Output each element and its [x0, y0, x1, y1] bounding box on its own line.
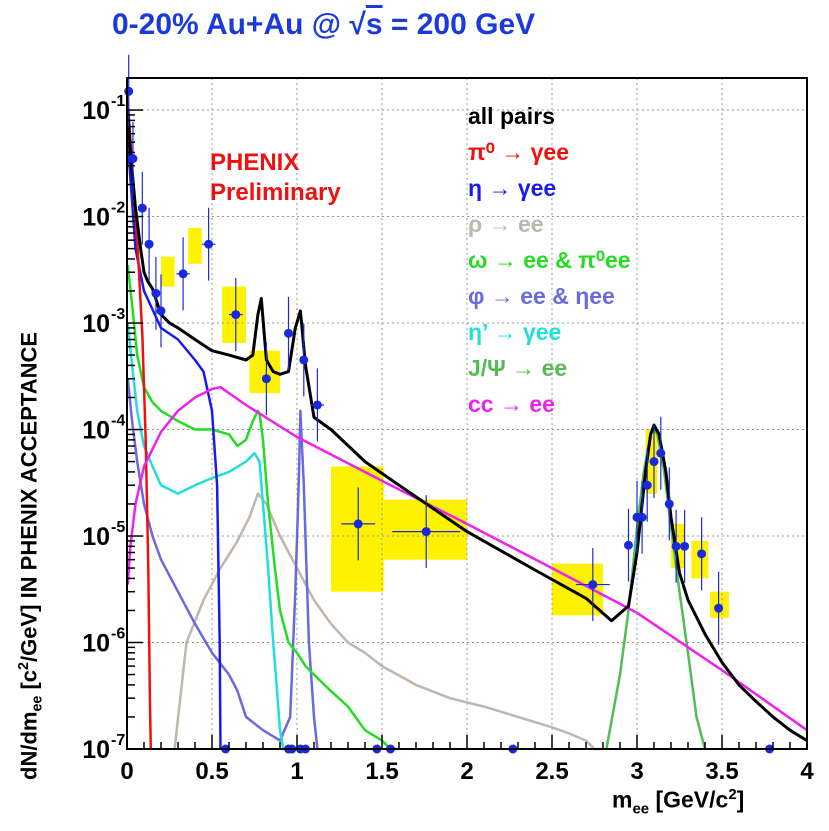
data-point-20: [649, 425, 659, 499]
y-tick-base: 10: [82, 417, 110, 445]
y-tick-base: 10: [82, 204, 110, 232]
x-axis-label: mee [GeV/c2]: [612, 786, 744, 817]
data-point-0: [124, 54, 134, 128]
legend-item-etaprime: η’ → γee: [468, 319, 562, 345]
y-tick-label-2: 10 -5: [82, 519, 125, 551]
legend-item-all: all pairs: [468, 103, 555, 129]
legend-item-eta: η → γee: [468, 175, 557, 201]
x-tick-label-0: 0: [120, 758, 133, 785]
data-point-19: [642, 448, 652, 522]
y-tick-base: 10: [82, 630, 110, 658]
y-tick-exp: -2: [111, 200, 125, 217]
y-tick-label-1: 10 -6: [82, 626, 125, 658]
y-tick-label-5: 10 -2: [82, 200, 125, 232]
y-tick-labels: 10-710-610-510-410-310-210-1: [82, 93, 125, 764]
data-point-3: [144, 207, 154, 281]
x-tick-labels: 0 0.5 1 1.5 2 2.5 3 3.5 4: [120, 758, 814, 785]
syst-box-4: [331, 466, 384, 592]
data-point-5: [156, 274, 166, 348]
data-point-2: [137, 171, 147, 245]
ylabel-sup: 2: [16, 662, 32, 670]
xlabel-rest1: [GeV/c: [649, 786, 729, 813]
data-point-12: [310, 368, 325, 442]
y-tick-label-6: 10 -1: [82, 93, 125, 125]
data-point-26: [714, 571, 724, 645]
y-tick-exp: -4: [111, 413, 125, 430]
syst-box-9: [691, 540, 709, 579]
legend: all pairs π⁰ → γee η → γee ρ → ee ω → ee & π…: [468, 98, 808, 422]
title-prefix: 0-20% Au+Au @: [112, 8, 350, 41]
data-point-7: [201, 207, 216, 281]
y-tick-exp: -7: [111, 732, 125, 749]
ylabel-rest1: [c: [16, 669, 42, 696]
x-tick-label-5: 2.5: [535, 758, 568, 785]
data-point-18: [637, 480, 647, 554]
y-tick-exp: -1: [111, 93, 125, 110]
x-tick-label-3: 1.5: [365, 758, 398, 785]
x-tick-label-2: 1: [290, 758, 303, 785]
y-tick-label-3: 10 -4: [82, 413, 125, 445]
data-points: [124, 54, 775, 754]
x-tick-label-1: 0.5: [195, 758, 228, 785]
series-line-2: [126, 142, 222, 750]
y-tick-exp: -3: [111, 306, 125, 323]
x-tick-label-4: 2: [460, 758, 473, 785]
data-point-21: [656, 416, 666, 490]
legend-item-omega: ω → ee & π⁰ee: [468, 247, 631, 273]
y-tick-exp: -5: [111, 519, 125, 536]
syst-box-1: [161, 256, 175, 287]
data-point-15: [575, 548, 610, 622]
y-tick-base: 10: [82, 523, 110, 551]
data-point-13: [341, 487, 376, 561]
phenix-preliminary-label: PHENIX Preliminary: [210, 148, 341, 208]
series-line-6: [126, 322, 285, 750]
data-point-6: [176, 237, 190, 311]
series-line-8: [126, 385, 808, 732]
sqrt-arg: s: [365, 8, 383, 41]
y-tick-exp: -6: [111, 626, 125, 643]
y-tick-base: 10: [82, 97, 110, 125]
data-point-14: [392, 495, 461, 569]
phenix-label: PHENIX: [210, 149, 300, 176]
title-suffix: = 200 GeV: [382, 8, 536, 41]
data-point-8: [229, 278, 243, 352]
ylabel-sub: ee: [29, 695, 46, 712]
data-point-24: [680, 509, 690, 583]
data-point-10: [284, 296, 293, 370]
xlabel-main: m: [612, 786, 633, 813]
sqrt-symbol: √: [349, 8, 366, 41]
xlabel-sup: 2: [728, 786, 737, 803]
legend-item-phi: φ → ee & ηee: [468, 283, 615, 309]
x-tick-label-8: 4: [800, 758, 814, 785]
ylabel-main: dN/dm: [16, 711, 42, 780]
series-line-3: [173, 492, 603, 751]
legend-item-cc: cc → ee: [468, 391, 555, 417]
data-point-25: [697, 517, 707, 591]
legend-item-rho: ρ → ee: [468, 211, 544, 237]
y-tick-label-0: 10 -7: [82, 732, 125, 764]
data-point-22: [664, 467, 674, 541]
syst-box-0: [188, 228, 202, 264]
ylabel-rest2: /GeV] IN PHENIX ACCEPTANCE: [16, 331, 42, 662]
data-point-9: [261, 342, 271, 416]
axis-ticks: [126, 77, 808, 750]
y-tick-base: 10: [82, 736, 110, 764]
y-axis-label: dN/dmee [c2/GeV] IN PHENIX ACCEPTANCE: [16, 332, 46, 780]
series-line-0: [126, 110, 808, 742]
y-tick-label-4: 10 -3: [82, 306, 125, 338]
legend-item-pi0: π⁰ → γee: [468, 139, 569, 165]
data-point-23: [671, 509, 681, 583]
legend-item-jpsi: J/Ψ → ee: [468, 355, 568, 381]
data-point-16: [624, 508, 633, 582]
xlabel-rest2: ]: [736, 786, 745, 813]
x-tick-label-6: 3: [630, 758, 643, 785]
y-tick-base: 10: [82, 310, 110, 338]
preliminary-label: Preliminary: [210, 179, 341, 206]
x-tick-label-7: 3.5: [705, 758, 738, 785]
xlabel-sub: ee: [632, 800, 650, 818]
data-point-11: [299, 323, 309, 397]
chart-title: 0-20% Au+Au @ √s = 200 GeV: [112, 8, 535, 42]
data-point-4: [151, 256, 161, 330]
